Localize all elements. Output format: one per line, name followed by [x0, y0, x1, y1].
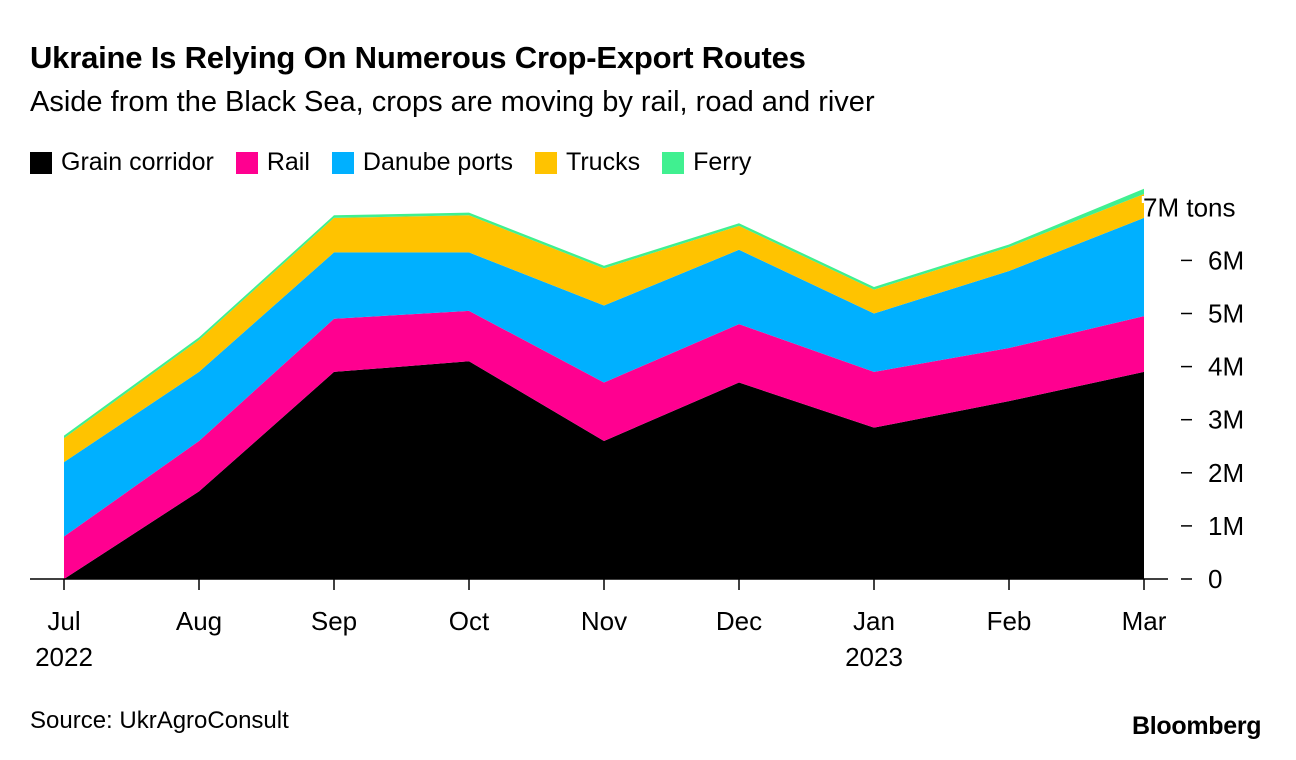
legend-label: Ferry — [693, 148, 752, 176]
x-tick-label: Dec — [716, 606, 762, 636]
legend-label: Grain corridor — [61, 148, 214, 176]
legend: Grain corridor Rail Danube ports Trucks Ferr… — [30, 148, 773, 177]
y-tick-label: 0 — [1208, 564, 1222, 594]
area-rail — [64, 310, 1144, 579]
legend-item-rail: Rail — [235, 148, 310, 177]
x-tick-label: Jul — [47, 606, 80, 636]
x-year-label: 2023 — [845, 642, 903, 672]
chart-title: Ukraine Is Relying On Numerous Crop-Expo… — [30, 40, 806, 75]
legend-swatch — [30, 151, 52, 174]
legend-swatch — [235, 151, 258, 174]
y-tick-label: 3M — [1208, 405, 1244, 435]
x-year-label: 2022 — [35, 642, 93, 672]
bloomberg-logo: Bloomberg — [1132, 712, 1262, 740]
legend-swatch — [535, 151, 558, 174]
y-tick-label: 6M — [1208, 245, 1244, 275]
x-tick-label: Aug — [176, 606, 222, 636]
legend-swatch — [331, 151, 354, 174]
legend-item-grain-corridor: Grain corridor — [30, 148, 214, 177]
legend-item-trucks: Trucks — [535, 148, 640, 177]
source-note: Source: UkrAgroConsult — [30, 707, 289, 734]
legend-label: Rail — [266, 148, 310, 176]
y-tick-label: 1M — [1208, 511, 1244, 541]
legend-label: Trucks — [566, 148, 641, 176]
x-tick-label: Sep — [311, 606, 357, 636]
area-grain-corridor — [64, 361, 1144, 579]
y-tick-label: 2M — [1208, 458, 1244, 488]
y-tick-label: 7M tons — [1143, 192, 1236, 222]
x-tick-label: Jan — [853, 606, 895, 636]
stacked-area-chart: Jul Aug Sep Oct Nov Dec Jan Feb Mar 2022 2023 0 1M 2M… — [30, 188, 1244, 672]
area-danube-ports — [64, 217, 1144, 537]
legend-label: Danube ports — [362, 148, 514, 176]
legend-item-danube-ports: Danube ports — [331, 148, 514, 177]
x-tick-label: Oct — [449, 606, 490, 636]
x-tick-label: Nov — [581, 606, 627, 636]
legend-item-ferry: Ferry — [662, 148, 751, 177]
y-tick-label: 4M — [1208, 352, 1244, 382]
x-tick-label: Mar — [1122, 606, 1167, 636]
chart-subtitle: Aside from the Black Sea, crops are movi… — [30, 86, 875, 118]
x-tick-label: Feb — [987, 606, 1032, 636]
y-tick-label: 5M — [1208, 299, 1244, 329]
legend-swatch — [662, 151, 685, 174]
